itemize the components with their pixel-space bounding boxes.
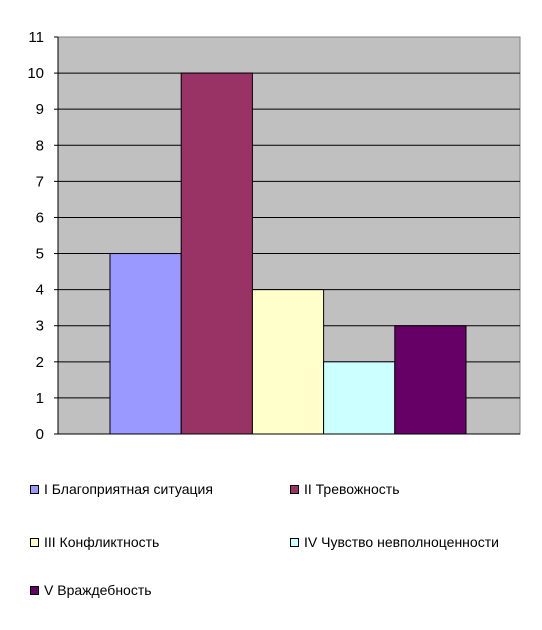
bar-3 bbox=[251, 289, 325, 435]
legend-swatch-3 bbox=[30, 537, 39, 547]
bar-4 bbox=[323, 361, 396, 435]
y-tick-label-11: 11 bbox=[28, 29, 44, 46]
legend-item-4: IV Чувство невполноценности bbox=[290, 534, 499, 550]
y-tick-label-5: 5 bbox=[36, 246, 44, 263]
legend-swatch-5 bbox=[30, 585, 39, 595]
bars bbox=[109, 72, 467, 435]
legend-label-2: II Тревожность bbox=[304, 481, 400, 497]
y-tick-label-4: 4 bbox=[36, 282, 44, 299]
legend-item-2: II Тревожность bbox=[290, 481, 400, 497]
bar-5 bbox=[394, 325, 467, 435]
y-tick-label-10: 10 bbox=[27, 65, 44, 82]
legend-item-3: III Конфликтность bbox=[30, 534, 159, 550]
y-tick-label-1: 1 bbox=[36, 390, 44, 407]
legend-label-4: IV Чувство невполноценности bbox=[304, 534, 499, 550]
bar-2 bbox=[180, 72, 253, 435]
legend-item-5: V Враждебность bbox=[30, 582, 152, 598]
y-tick-label-7: 7 bbox=[36, 173, 44, 190]
legend-label-1: I Благоприятная ситуация bbox=[44, 481, 213, 497]
y-tick-label-0: 0 bbox=[36, 426, 44, 443]
legend-item-1: I Благоприятная ситуация bbox=[30, 481, 213, 497]
y-tick-label-3: 3 bbox=[36, 318, 44, 335]
bar-1 bbox=[109, 253, 182, 435]
y-tick-label-6: 6 bbox=[36, 209, 44, 226]
legend-swatch-1 bbox=[30, 484, 39, 494]
legend-swatch-4 bbox=[290, 537, 299, 547]
y-tick-label-8: 8 bbox=[36, 137, 44, 154]
y-tick-label-2: 2 bbox=[36, 354, 44, 371]
legend-label-5: V Враждебность bbox=[44, 582, 152, 598]
y-tick-label-9: 9 bbox=[36, 101, 44, 118]
legend-swatch-2 bbox=[290, 484, 299, 494]
legend-label-3: III Конфликтность bbox=[44, 534, 160, 550]
